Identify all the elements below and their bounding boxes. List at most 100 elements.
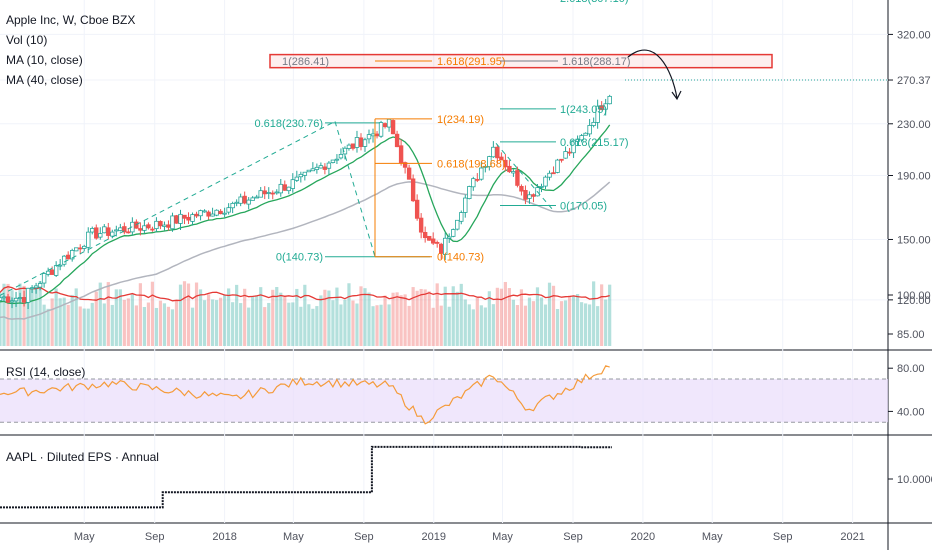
volume-bar [511, 299, 516, 346]
x-tick-label: May [702, 531, 723, 543]
candle-body [491, 146, 496, 158]
volume-bar [227, 288, 231, 346]
volume-bar [351, 300, 355, 346]
candle-body [306, 169, 312, 173]
volume-bar [327, 290, 331, 346]
projection-arrowhead [671, 90, 682, 101]
candle-body [447, 236, 452, 239]
volume-bar [575, 294, 580, 346]
candle-body [170, 215, 175, 230]
candle-body [246, 199, 251, 205]
volume-bar [134, 305, 138, 346]
candle-body [230, 202, 235, 209]
volume-bar [166, 306, 171, 346]
fibonacci-tools[interactable]: 0.618(230.76) 0(140.73) 1(234.19) 0.618(198… [0, 0, 773, 296]
volume-bar [18, 283, 22, 346]
volume-bar [503, 281, 507, 346]
candle-body [53, 265, 59, 276]
volume-bar [223, 294, 227, 346]
candle-body [310, 168, 316, 172]
candle-body [126, 231, 131, 234]
volume-bar [82, 308, 86, 346]
volume-bar [22, 285, 26, 346]
candle-body [198, 210, 203, 217]
chart-title[interactable]: Apple Inc, W, Cboe BZX [6, 13, 135, 27]
volume-bar [10, 290, 14, 346]
volume-bar [86, 308, 90, 346]
volume-bar [399, 295, 403, 346]
candle-body [142, 225, 147, 231]
candle-body [298, 173, 304, 178]
volume-bar [491, 304, 495, 346]
y-tick-label: 270.37 [897, 75, 931, 87]
volume-bar [74, 288, 78, 346]
x-tick-label: 2020 [631, 531, 655, 543]
volume-bar [323, 289, 327, 346]
candle-body [234, 201, 239, 204]
candle-body [65, 254, 71, 260]
candle-body [443, 237, 448, 255]
candle-body [21, 297, 27, 303]
volume-bar [62, 297, 66, 346]
candle-body [206, 211, 211, 217]
candle-body [386, 118, 392, 128]
candle-body [523, 189, 528, 200]
fib-level-label: 1.618(288.17) [562, 56, 631, 68]
volume-bar [431, 307, 435, 346]
ma40-legend[interactable]: MA (40, close) [6, 73, 83, 87]
volume-bar [515, 305, 520, 346]
eps-legend[interactable]: AAPL · Diluted EPS · Annual [6, 450, 159, 464]
x-tick-label: 2018 [212, 531, 236, 543]
candle-body [254, 196, 259, 199]
volume-bar [519, 289, 524, 346]
candle-body [354, 137, 360, 148]
candle-body [607, 95, 612, 105]
rsi-legend[interactable]: RSI (14, close) [6, 365, 85, 379]
volume-bar [206, 294, 211, 346]
candle-body [418, 217, 424, 233]
volume-bar [547, 282, 552, 346]
vol-tick-label: 100.00 [897, 290, 931, 302]
candle-body [402, 162, 408, 168]
volume-bar [102, 303, 106, 346]
volume-bar [126, 298, 130, 346]
candle-body [555, 159, 560, 173]
volume-bar [355, 303, 359, 346]
candle-body [567, 151, 572, 154]
candle-body [599, 105, 604, 111]
candle-body [262, 190, 267, 195]
candle-body [182, 214, 187, 219]
candle-body [13, 297, 19, 302]
volume-bar [275, 287, 279, 346]
volume-bar [551, 285, 556, 346]
candle-body [154, 220, 159, 229]
candle-body [495, 146, 500, 159]
volume-bar [387, 304, 391, 346]
volume-bar [198, 289, 203, 346]
candle-body [78, 247, 83, 250]
vol-legend[interactable]: Vol (10) [6, 33, 47, 47]
fib-level-label: 1(243.05) [560, 104, 607, 116]
volume-bar [592, 281, 596, 346]
volume-bar [427, 291, 431, 346]
x-tick-label: Sep [145, 531, 165, 543]
volume-bar [555, 309, 560, 346]
candle-body [82, 245, 87, 249]
volume-bar [487, 291, 491, 346]
candle-body [511, 171, 516, 174]
candle-body [174, 215, 179, 224]
y-tick-label: 150.00 [897, 234, 931, 246]
volume-bar [391, 292, 395, 346]
volume-bar [0, 292, 2, 346]
candle-body [378, 122, 384, 137]
volume-bar [527, 297, 532, 346]
ma10-legend[interactable]: MA (10, close) [6, 53, 83, 67]
candle-body [398, 145, 404, 164]
eps-step-line [0, 445, 612, 509]
volume-bar [90, 302, 94, 346]
volume-bar [411, 287, 415, 346]
candle-body [186, 216, 191, 221]
candle-body [57, 264, 63, 267]
